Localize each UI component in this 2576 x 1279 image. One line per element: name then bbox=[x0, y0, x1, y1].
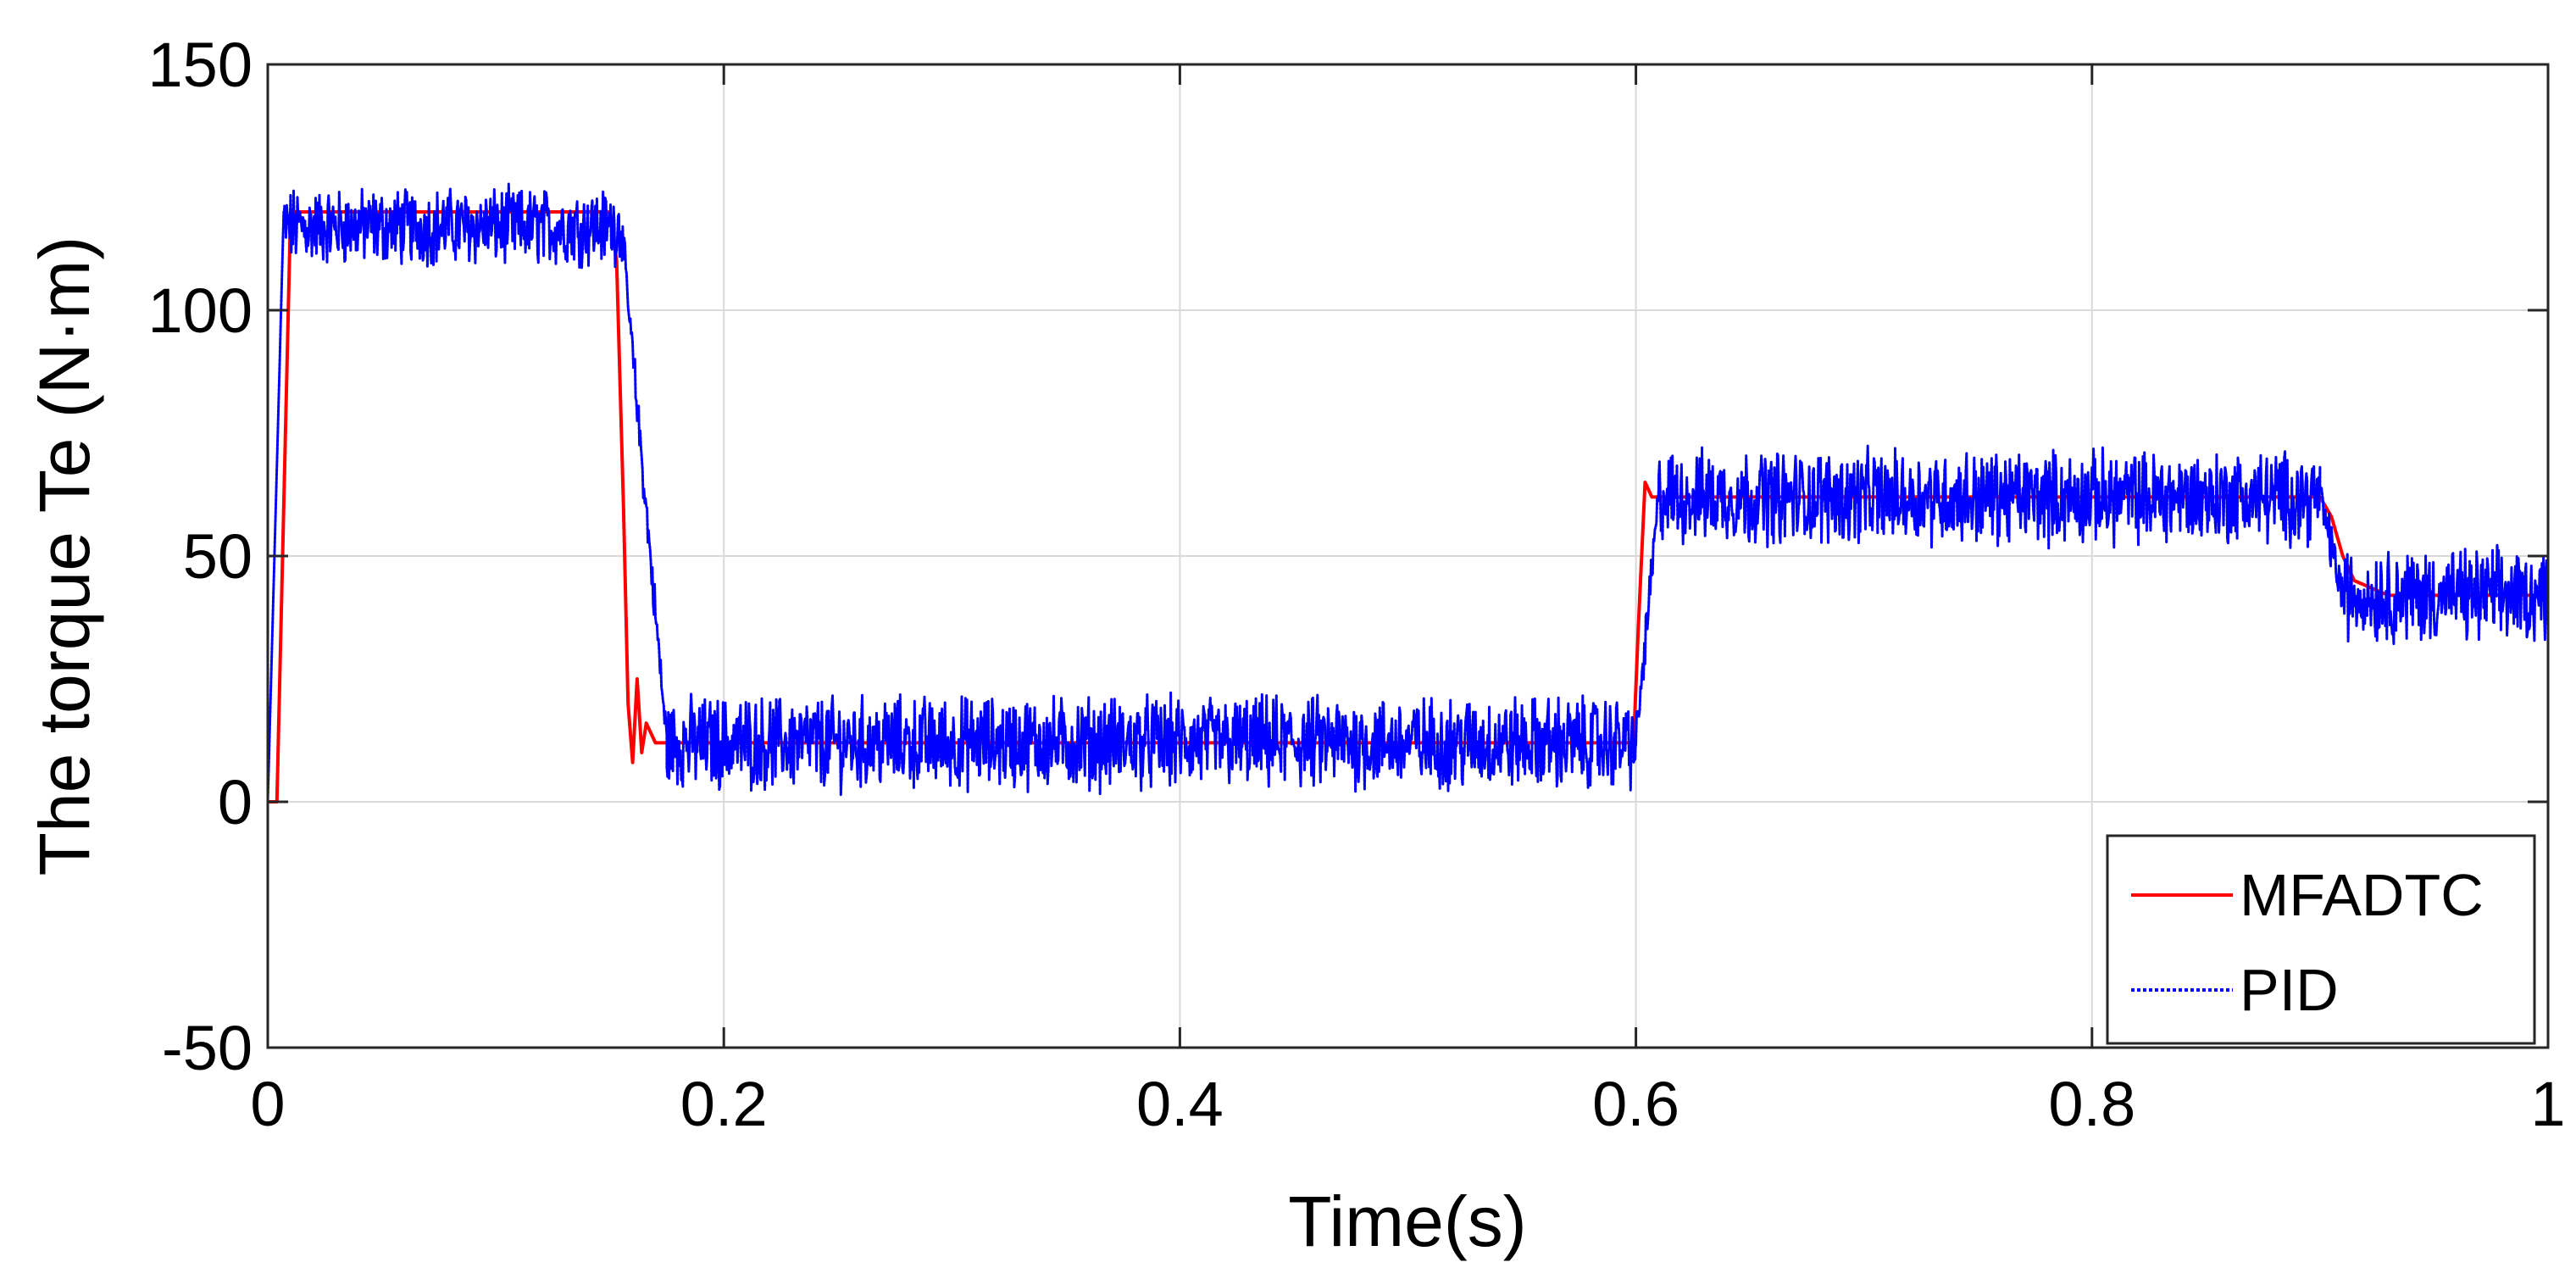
legend-entry-pid: PID bbox=[2240, 957, 2339, 1023]
axis-ticks bbox=[266, 63, 2550, 1049]
y-tick-label: 150 bbox=[148, 30, 253, 100]
legend-box bbox=[2106, 834, 2536, 1045]
series-layer bbox=[268, 182, 2548, 804]
series-line-pid bbox=[268, 182, 2548, 804]
y-tick-label: -50 bbox=[162, 1013, 253, 1083]
y-tick-label: 100 bbox=[148, 275, 253, 346]
x-tick-label: 0.4 bbox=[1136, 1069, 1224, 1139]
x-axis-label: Time(s) bbox=[1288, 1182, 1527, 1261]
x-tick-label: 0.6 bbox=[1592, 1069, 1679, 1139]
legend-entry-mfadtc: MFADTC bbox=[2240, 862, 2484, 928]
x-tick-label: 1 bbox=[2530, 1069, 2565, 1139]
x-tick-label: 0.2 bbox=[680, 1069, 768, 1139]
x-tick-label: 0 bbox=[250, 1069, 285, 1139]
y-axis-label: The torque Te (N·m) bbox=[25, 236, 104, 876]
x-tick-labels: 0 0.2 0.4 0.6 0.8 1 bbox=[250, 1069, 2565, 1139]
legend: MFADTC PID bbox=[2106, 834, 2536, 1045]
grid-lines bbox=[268, 64, 2548, 1048]
y-tick-label: 0 bbox=[218, 767, 253, 837]
y-tick-label: 50 bbox=[183, 521, 253, 592]
y-tick-labels: -50 0 50 100 150 bbox=[148, 30, 253, 1083]
x-tick-label: 0.8 bbox=[2048, 1069, 2135, 1139]
